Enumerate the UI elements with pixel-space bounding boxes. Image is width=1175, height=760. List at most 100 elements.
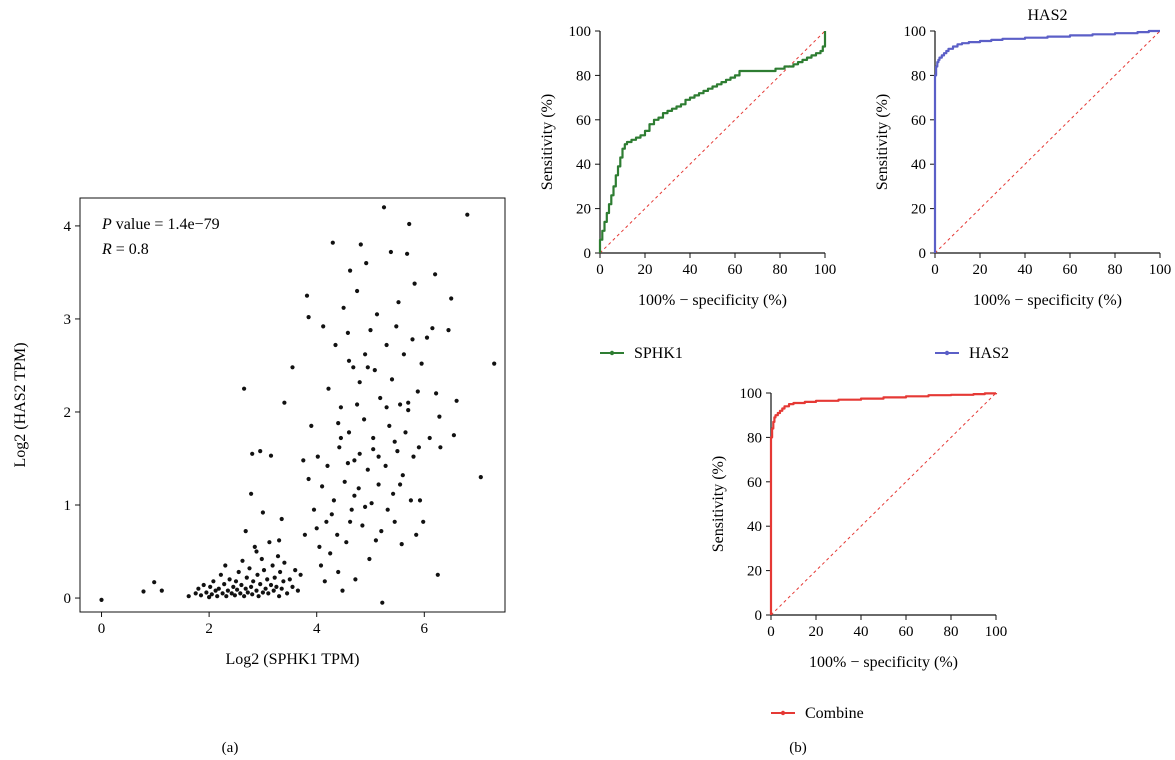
roc-has2-y-axis-label: Sensitivity (%) <box>874 94 891 190</box>
scatter-point <box>451 433 456 438</box>
scatter-y-tick-label: 1 <box>64 498 72 514</box>
scatter-point <box>268 582 274 588</box>
scatter-point <box>421 519 426 524</box>
scatter-point <box>250 592 255 597</box>
scatter-point <box>271 588 276 593</box>
roc-sphk1-x-tick-label: 60 <box>728 262 743 278</box>
scatter-point <box>239 582 244 588</box>
scatter-point <box>348 268 353 273</box>
scatter-point <box>285 591 290 596</box>
scatter-point <box>320 484 325 489</box>
scatter-point <box>244 575 249 580</box>
roc-combine-y-tick-label: 40 <box>747 519 762 535</box>
scatter-point <box>277 594 282 599</box>
scatter-y-tick-label: 2 <box>64 405 72 421</box>
scatter-point <box>243 586 248 591</box>
scatter-point <box>250 451 255 456</box>
scatter-point <box>309 423 314 428</box>
scatter-point <box>260 590 265 595</box>
scatter-point <box>331 498 336 503</box>
roc-has2-x-tick-label: 80 <box>1108 262 1123 278</box>
scatter-point <box>398 482 403 487</box>
roc-has2-y-tick-label: 80 <box>911 68 926 84</box>
scatter-point <box>355 402 360 407</box>
roc-has2-x-tick-label: 0 <box>931 262 939 278</box>
panel-label-a: (a) <box>222 740 239 756</box>
scatter-point <box>222 582 227 587</box>
scatter-point <box>358 242 363 247</box>
scatter-point <box>281 579 286 584</box>
legend-has2-label: HAS2 <box>969 345 1009 362</box>
scatter-point <box>240 558 245 563</box>
scatter-point <box>438 445 443 450</box>
scatter-point <box>204 590 209 595</box>
scatter-y-tick-label: 0 <box>64 591 72 607</box>
scatter-point <box>406 400 411 405</box>
scatter-point <box>367 556 372 562</box>
scatter-point <box>396 300 401 305</box>
scatter-point <box>424 335 430 340</box>
scatter-point <box>338 405 343 410</box>
scatter-point <box>414 532 419 537</box>
roc-combine-y-axis-label: Sensitivity (%) <box>710 456 727 552</box>
scatter-point <box>252 544 257 550</box>
roc-sphk1-x-tick-label: 40 <box>683 262 698 278</box>
scatter-point <box>229 591 234 596</box>
scatter-x-tick-label: 0 <box>98 621 106 637</box>
scatter-point <box>411 454 416 459</box>
roc-sphk1-x-tick-label: 100 <box>814 262 837 278</box>
scatter-point <box>278 569 283 575</box>
scatter-point <box>287 577 292 582</box>
roc-sphk1-y-tick-label: 100 <box>569 24 592 40</box>
r-value-annotation: R = 0.8 <box>101 241 149 258</box>
scatter-point <box>478 475 483 480</box>
scatter-point <box>427 435 432 441</box>
scatter-point <box>243 529 248 534</box>
roc-has2-y-tick-label: 100 <box>904 24 927 40</box>
roc-combine-y-tick-label: 0 <box>755 608 763 624</box>
scatter-point <box>279 586 284 591</box>
scatter-point <box>201 582 206 588</box>
scatter-point <box>141 589 146 594</box>
scatter-point <box>324 519 329 524</box>
scatter-point <box>213 588 218 593</box>
scatter-point <box>245 590 250 595</box>
roc-combine-x-tick-label: 20 <box>809 624 824 640</box>
scatter-point <box>215 594 220 599</box>
scatter-point <box>266 591 271 596</box>
scatter-point <box>223 563 228 568</box>
scatter-point <box>242 386 247 391</box>
scatter-point <box>360 523 365 528</box>
scatter-point <box>403 430 408 435</box>
scatter-point <box>267 540 272 545</box>
scatter-point <box>348 519 353 524</box>
scatter-point <box>259 556 264 562</box>
roc-sphk1-y-tick-label: 60 <box>576 113 591 129</box>
scatter-point <box>336 569 341 575</box>
scatter-point <box>249 491 254 496</box>
scatter-point <box>260 510 265 515</box>
roc-sphk1-x-tick-label: 80 <box>773 262 788 278</box>
scatter-point <box>224 594 229 599</box>
roc-has2-curve <box>933 29 1160 253</box>
scatter-point <box>290 365 295 370</box>
scatter-point <box>412 281 417 286</box>
scatter-point <box>235 587 240 592</box>
scatter-point <box>365 365 370 370</box>
scatter-point <box>216 586 221 591</box>
scatter-point <box>218 572 223 577</box>
scatter-point <box>193 591 198 596</box>
legend-sphk1-label: SPHK1 <box>634 345 683 362</box>
scatter-y-axis-label: Log2 (HAS2 TPM) <box>12 342 29 467</box>
scatter-panel: 0 2 4 6 0 1 2 3 4 Log2 (SPHK1 TPM) Log2 (HAS2 TPM)… <box>12 197 506 668</box>
scatter-point <box>225 588 230 593</box>
scatter-point <box>419 361 424 366</box>
scatter-point <box>337 445 342 450</box>
scatter-point <box>270 563 275 568</box>
roc-combine-reference-line <box>770 392 997 616</box>
scatter-point <box>282 560 287 565</box>
scatter-point <box>392 439 397 444</box>
scatter-point <box>410 337 415 342</box>
scatter-point <box>152 580 157 585</box>
scatter-point <box>186 594 191 599</box>
